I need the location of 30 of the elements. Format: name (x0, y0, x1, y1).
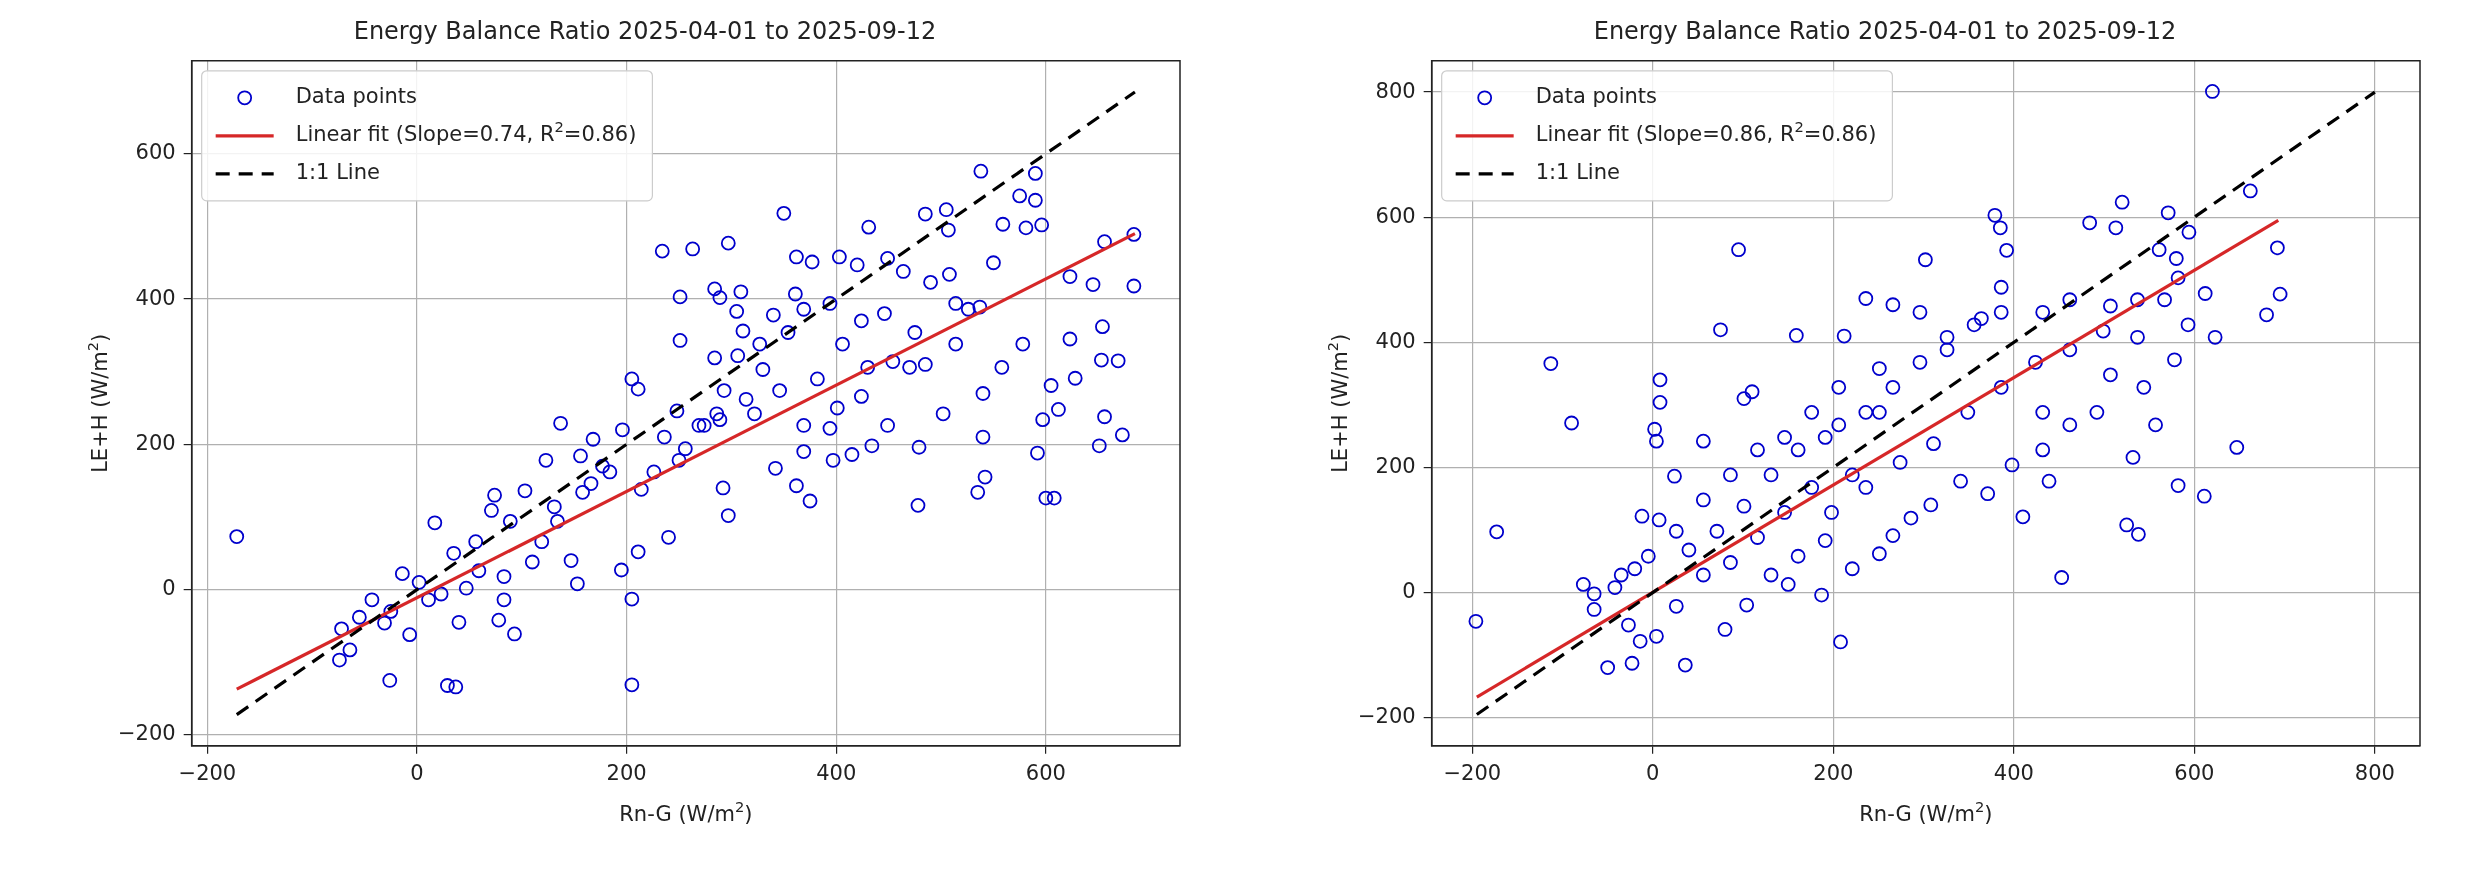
y-tick-label: 400 (1375, 328, 1416, 353)
legend-label: Data points (295, 84, 418, 109)
y-tick-label: 0 (1402, 578, 1416, 603)
y-tick-label: 800 (1375, 78, 1416, 103)
legend-label: 1:1 Line (1535, 160, 1620, 185)
x-tick-label: 800 (2354, 760, 2395, 785)
chart-title: Energy Balance Ratio 2025-04-01 to 2025-09-12 (1593, 16, 2177, 45)
chart-title: Energy Balance Ratio 2025-04-01 to 2025-09-12 (353, 16, 937, 45)
x-tick-label: 400 (816, 760, 857, 785)
y-tick-label: 200 (135, 430, 176, 455)
x-tick-label: −200 (1443, 760, 1502, 785)
x-tick-label: 400 (1993, 760, 2034, 785)
y-tick-label: −200 (117, 721, 176, 746)
x-tick-label: 200 (606, 760, 647, 785)
x-tick-label: 200 (1813, 760, 1854, 785)
y-tick-label: −200 (1357, 704, 1416, 729)
x-tick-label: −200 (178, 760, 237, 785)
y-tick-label: 600 (1375, 203, 1416, 228)
x-tick-label: 0 (1646, 760, 1660, 785)
x-tick-label: 600 (2174, 760, 2215, 785)
legend-label: Data points (1535, 84, 1658, 109)
y-tick-label: 0 (162, 576, 176, 601)
y-tick-label: 200 (1375, 453, 1416, 478)
x-tick-label: 0 (410, 760, 424, 785)
y-axis-title: LE+H (W/m2) (1324, 333, 1353, 473)
y-tick-label: 400 (135, 285, 176, 310)
x-tick-label: 600 (1025, 760, 1066, 785)
y-axis-title: LE+H (W/m2) (84, 333, 113, 473)
y-tick-label: 600 (135, 140, 176, 165)
legend-label: 1:1 Line (295, 160, 380, 185)
